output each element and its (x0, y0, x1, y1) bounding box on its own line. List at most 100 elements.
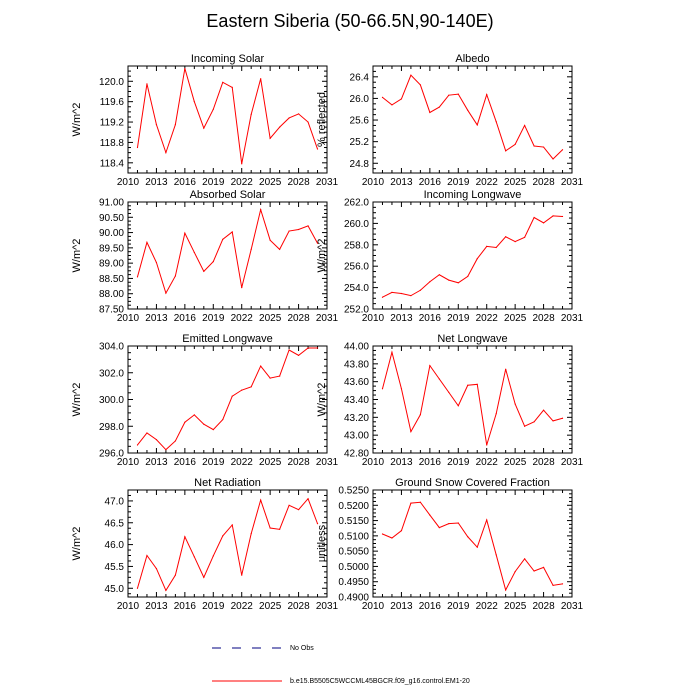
data-point (203, 423, 205, 425)
data-point (486, 245, 488, 247)
x-tick-label: 2010 (362, 177, 385, 188)
legend-label-obs: No Obs (290, 645, 314, 652)
data-point (495, 413, 497, 415)
data-point (174, 574, 176, 576)
data-point (250, 113, 252, 115)
data-point (476, 258, 478, 260)
data-point (203, 576, 205, 578)
data-point (438, 378, 440, 380)
x-tick-label: 2013 (390, 601, 413, 612)
series-line (382, 501, 563, 592)
y-axis-label: W/m^2 (316, 239, 328, 273)
series-line (136, 68, 318, 164)
data-point (467, 275, 469, 277)
panels-group: Incoming Solar W/m^2 2010 2013 2016 2019 2022 2… (71, 53, 584, 612)
y-tick-label: 296.0 (99, 449, 124, 460)
data-point (174, 275, 176, 277)
data-point (429, 111, 431, 114)
series-line (381, 350, 563, 446)
x-tick-label: 2016 (174, 313, 197, 324)
y-tick-label: 45.5 (105, 562, 125, 573)
data-point (155, 124, 158, 126)
y-axis-label: unitless (316, 524, 328, 562)
panel-8: Ground Snow Covered Fraction unitless 2010… (316, 477, 584, 612)
y-tick-label: 89.50 (99, 243, 124, 254)
data-point (269, 137, 271, 139)
data-point (505, 368, 507, 370)
data-point (288, 230, 290, 232)
data-point (279, 528, 281, 530)
data-point (136, 146, 139, 149)
y-axis-label: W/m^2 (71, 527, 83, 561)
panel-title: Albedo (455, 53, 489, 65)
x-tick-label: 2016 (174, 177, 197, 188)
data-point (193, 414, 195, 416)
x-tick-label: 2025 (504, 177, 527, 188)
series-line (382, 215, 563, 298)
data-point (552, 215, 554, 217)
data-point (250, 386, 252, 388)
x-tick-label: 2028 (532, 601, 555, 612)
x-tick-label: 2022 (231, 177, 254, 188)
y-tick-label: 87.50 (99, 305, 124, 316)
panel-6: Net Longwave W/m^2 2010 2013 2016 2019 2022 202… (316, 333, 584, 468)
data-point (561, 149, 564, 151)
y-tick-label: 262.0 (344, 198, 369, 209)
data-point (457, 405, 459, 407)
data-point (514, 143, 516, 145)
data-point (231, 395, 233, 397)
y-tick-label: 89.00 (99, 259, 124, 270)
data-point (429, 365, 431, 367)
data-point (486, 519, 488, 521)
y-tick-label: 118.8 (100, 138, 125, 149)
panel-title: Emitted Longwave (182, 333, 273, 345)
data-point (514, 571, 516, 573)
x-tick-label: 2013 (390, 457, 413, 468)
data-point (524, 425, 526, 427)
x-tick-label: 2028 (532, 313, 555, 324)
x-tick-label: 2028 (287, 177, 310, 188)
data-point (212, 555, 214, 557)
x-tick-label: 2013 (390, 177, 413, 188)
data-point (316, 242, 319, 244)
data-point (448, 523, 450, 525)
data-point (260, 365, 262, 367)
x-tick-label: 2022 (476, 313, 499, 324)
x-tick-label: 2031 (561, 313, 584, 324)
data-point (467, 536, 469, 538)
data-point (222, 81, 224, 83)
plot-frame (372, 65, 573, 174)
data-point (297, 354, 300, 356)
x-tick-label: 2010 (117, 601, 140, 612)
x-tick-label: 2016 (174, 601, 197, 612)
data-point (467, 109, 469, 111)
legend: No Obs b.e15.B5505C5WCCML45BGCR.f09_g16.c… (212, 645, 470, 685)
x-tick-label: 2031 (316, 457, 339, 468)
data-point (476, 546, 478, 548)
x-tick-label: 2031 (316, 601, 339, 612)
data-point (184, 232, 186, 234)
data-point (316, 523, 319, 525)
data-point (297, 509, 300, 511)
data-point (165, 152, 167, 154)
data-point (419, 501, 421, 503)
y-tick-label: 91.00 (99, 198, 124, 209)
data-point (391, 104, 393, 106)
series-line (136, 497, 318, 592)
x-tick-label: 2022 (231, 313, 254, 324)
data-point (542, 146, 545, 148)
y-tick-label: 252.0 (344, 305, 369, 316)
data-point (250, 533, 252, 535)
y-tick-label: 43.00 (344, 431, 369, 442)
data-point (155, 261, 158, 264)
x-tick-label: 2019 (202, 313, 225, 324)
data-point (457, 93, 459, 95)
figure-title: Eastern Siberia (50-66.5N,90-140E) (206, 11, 493, 31)
data-point (561, 215, 564, 218)
data-point (193, 101, 195, 103)
y-tick-label: 119.6 (100, 97, 125, 108)
y-tick-label: 0.5000 (338, 562, 369, 573)
series-line (382, 74, 563, 160)
y-tick-label: 43.20 (344, 413, 369, 424)
data-point (146, 432, 148, 434)
